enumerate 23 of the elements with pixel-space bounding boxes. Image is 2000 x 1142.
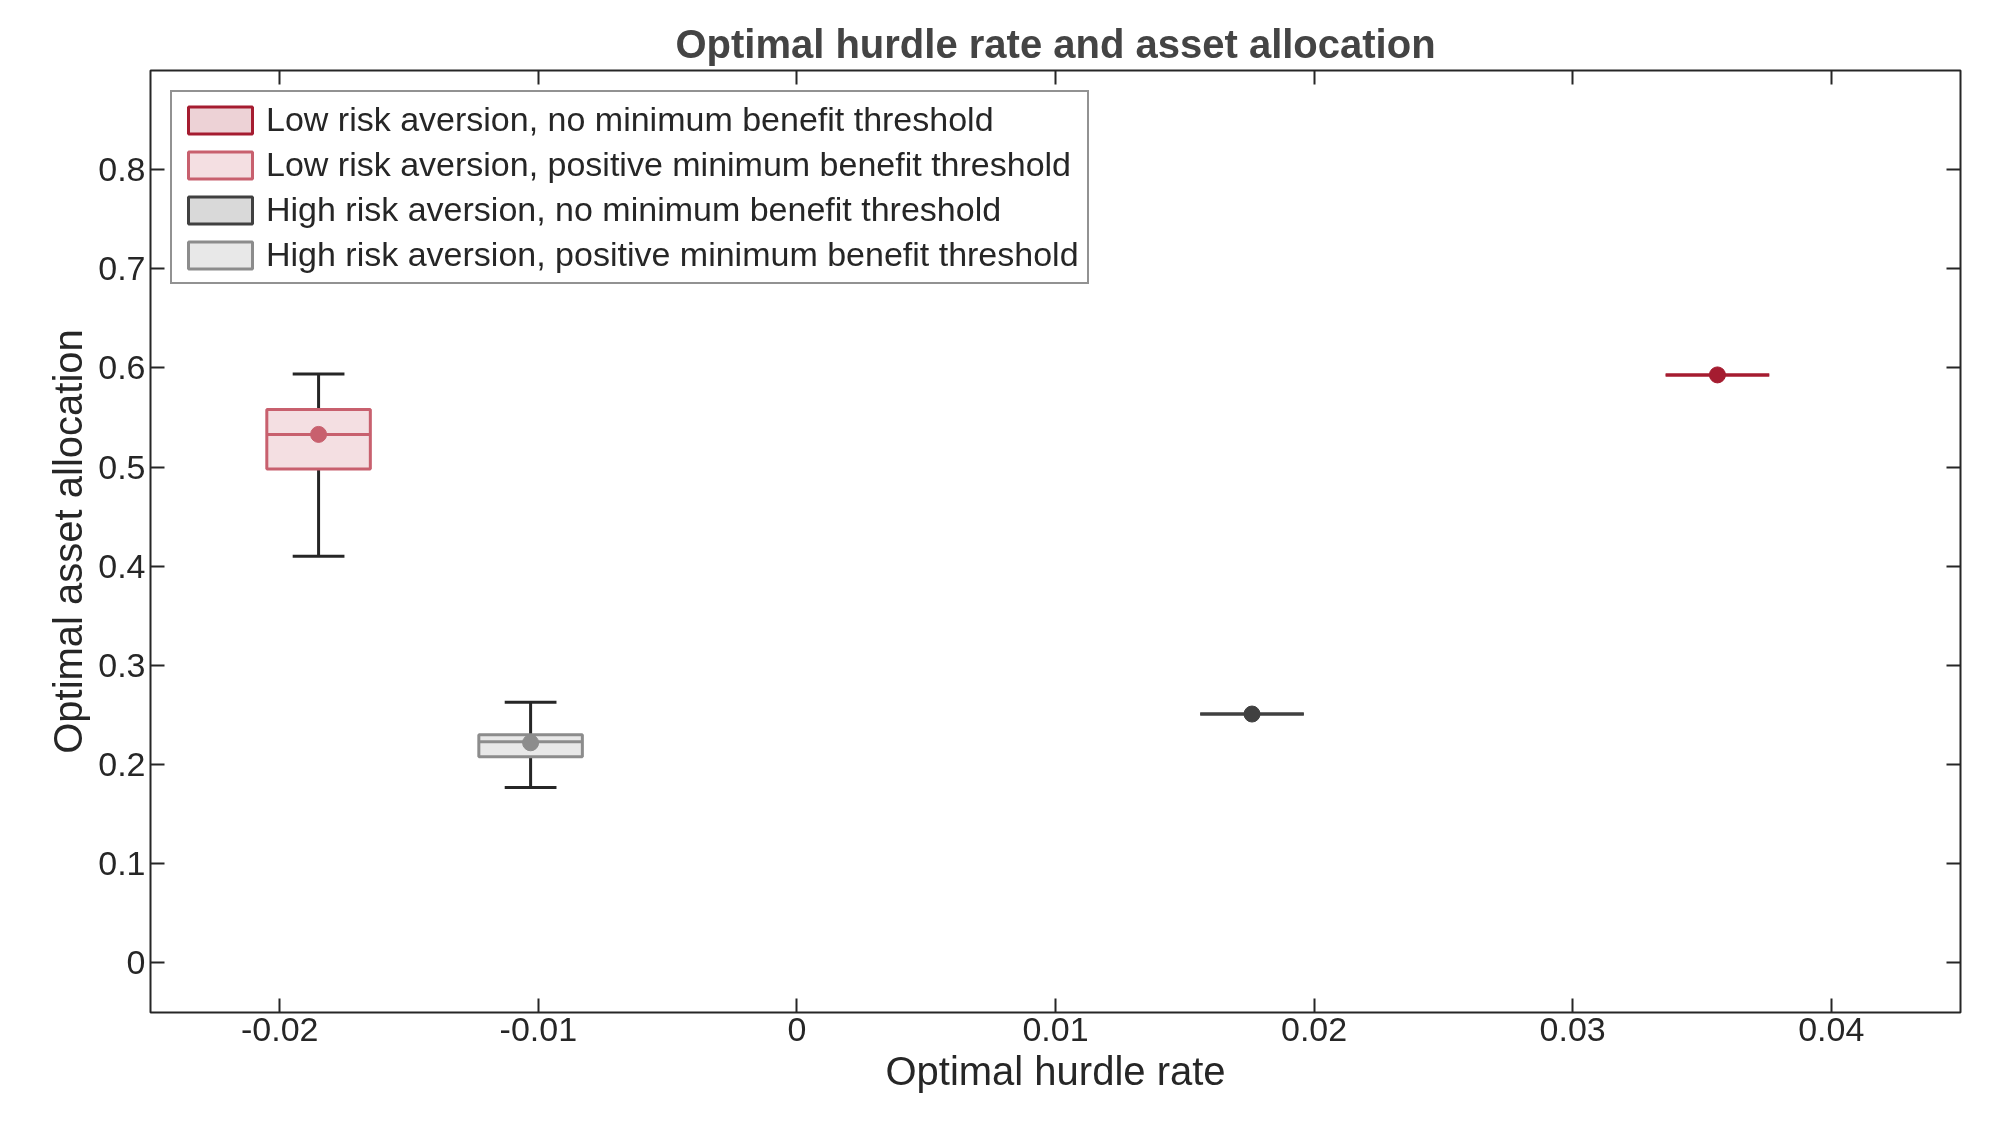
y-tick-label: 0.4 xyxy=(98,546,146,585)
legend-label: Low risk aversion, no minimum benefit threshold xyxy=(266,100,994,139)
x-tick-label: -0.01 xyxy=(499,1009,578,1048)
legend-label: High risk aversion, no minimum benefit threshold xyxy=(266,190,1002,229)
x-axis-title: Optimal hurdle rate xyxy=(885,1048,1226,1093)
x-tick-label: 0.03 xyxy=(1539,1009,1606,1048)
y-tick-label: 0.5 xyxy=(98,447,146,486)
y-tick-label: 0.3 xyxy=(98,645,146,684)
y-axis-title: Optimal asset allocation xyxy=(46,329,91,754)
x-tick-label: 0 xyxy=(787,1009,807,1048)
chart-title: Optimal hurdle rate and asset allocation xyxy=(675,21,1436,66)
y-tick-label: 0.2 xyxy=(98,745,146,784)
legend-label: Low risk aversion, positive minimum benefit threshold xyxy=(266,145,1072,184)
y-tick-label: 0.8 xyxy=(98,150,146,189)
y-tick-label: 0.6 xyxy=(98,348,146,387)
y-tick-label: 0.1 xyxy=(98,844,146,883)
x-tick-label: -0.02 xyxy=(241,1009,319,1048)
x-tick-label: 0.01 xyxy=(1022,1009,1089,1048)
y-tick-label: 0 xyxy=(126,943,146,982)
y-tick-label: 0.7 xyxy=(98,249,146,288)
legend-label: High risk aversion, positive minimum benefit threshold xyxy=(266,235,1079,274)
x-tick-label: 0.04 xyxy=(1798,1009,1865,1048)
x-tick-label: 0.02 xyxy=(1280,1009,1348,1048)
